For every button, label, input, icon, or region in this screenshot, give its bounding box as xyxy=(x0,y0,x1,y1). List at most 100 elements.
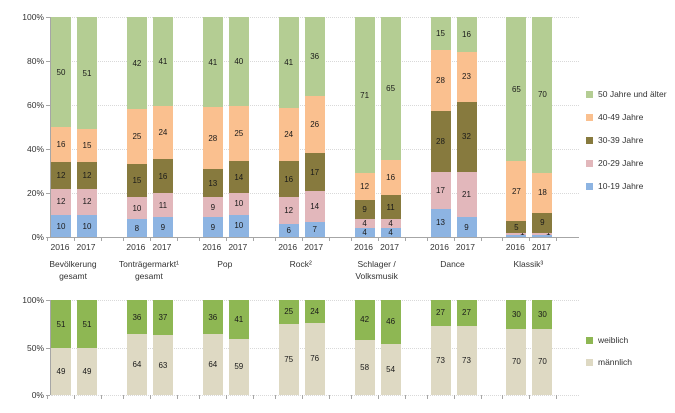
x-axis-tick xyxy=(198,237,200,241)
bar-segment xyxy=(380,160,401,196)
bar-2016: 75 25 xyxy=(278,300,299,395)
year-label: 2017 xyxy=(76,242,96,252)
bar-value-label: 12 xyxy=(56,170,66,180)
bar-segment xyxy=(278,197,299,224)
bar-value-label: 49 xyxy=(56,367,66,377)
x-axis-tick xyxy=(274,395,276,399)
x-axis-tick xyxy=(502,237,504,241)
x-axis-tick xyxy=(453,237,455,241)
x-axis-tick xyxy=(225,395,227,399)
bar-value-label: 36 xyxy=(310,52,320,62)
bar-segment xyxy=(152,17,173,107)
year-label: 2017 xyxy=(531,242,551,252)
x-axis-tick xyxy=(176,395,178,399)
bar-value-label: 70 xyxy=(511,357,521,367)
bar-value-label: 9 xyxy=(540,218,545,228)
bar-segment xyxy=(304,190,325,222)
legend-label: weiblich xyxy=(598,335,629,345)
bar-value-label: 28 xyxy=(436,75,445,85)
bar-2016: 4 4 9 12 71 xyxy=(354,17,375,237)
bar-value-label: 4 xyxy=(388,228,393,238)
category-label: Schlager / xyxy=(357,259,396,269)
bar-2016: 49 51 xyxy=(51,300,71,395)
bar-value-label: 36 xyxy=(132,312,142,322)
x-axis-tick xyxy=(274,237,276,241)
bar-segment xyxy=(506,234,527,237)
year-label: 2017 xyxy=(304,242,324,252)
year-label: 2016 xyxy=(505,242,525,252)
y-axis-tick-label: 80% xyxy=(26,56,44,66)
y-axis-tick-label: 50% xyxy=(26,342,44,353)
legend-swatch xyxy=(586,113,593,121)
bar-value-label: 37 xyxy=(158,313,168,323)
x-axis-tick xyxy=(328,395,330,399)
legend-item: männlich xyxy=(586,356,632,368)
bar-2016: 13 17 28 28 15 xyxy=(430,17,451,237)
bar-value-label: 63 xyxy=(158,360,168,370)
bar-2016: 8 10 15 25 42 xyxy=(126,17,147,237)
legend-swatch xyxy=(586,159,593,167)
bar-value-label: 4 xyxy=(362,219,367,229)
bar-value-label: 21 xyxy=(462,190,471,200)
x-axis-tick xyxy=(529,237,531,241)
bar-value-label: 73 xyxy=(462,355,471,365)
x-axis-tick xyxy=(47,237,48,241)
x-axis-tick xyxy=(301,395,303,399)
bar-value-label: 12 xyxy=(56,197,66,207)
bar-value-label: 51 xyxy=(56,319,66,329)
bar-value-label: 73 xyxy=(436,355,445,365)
bar-segment xyxy=(532,300,553,329)
year-label: 2017 xyxy=(228,242,248,252)
bar-segment xyxy=(51,215,71,237)
year-label: 2016 xyxy=(50,242,70,252)
y-axis-tick xyxy=(46,149,50,150)
bar-segment xyxy=(202,17,223,108)
bar-segment xyxy=(456,17,477,52)
y-axis-tick xyxy=(46,347,50,349)
bar-value-label: 9 xyxy=(210,222,216,232)
x-axis-tick xyxy=(426,237,428,241)
bar-segment xyxy=(202,300,223,335)
bar-value-label: 75 xyxy=(284,354,294,364)
bar-segment xyxy=(430,17,451,50)
bar-segment xyxy=(506,17,527,162)
bar-value-label: 13 xyxy=(436,218,445,228)
bar-value-label: 10 xyxy=(234,221,244,231)
bar-2017: 49 51 xyxy=(77,300,97,395)
bar-value-label: 15 xyxy=(436,28,445,38)
bar-segment xyxy=(51,127,71,163)
y-axis-tick xyxy=(46,61,50,62)
legend-item: 50 Jahre und älter xyxy=(586,88,667,100)
bar-segment xyxy=(77,17,97,130)
bar-value-label: 4 xyxy=(362,228,367,238)
bar-value-label: 41 xyxy=(284,58,294,68)
bar-segment xyxy=(380,228,401,237)
bar-segment xyxy=(354,17,375,174)
bar-value-label: 58 xyxy=(360,362,370,372)
bar-value-label: 12 xyxy=(82,170,92,180)
bar-segment xyxy=(532,232,553,235)
bar-value-label: 4 xyxy=(388,219,393,229)
x-axis-tick xyxy=(225,237,227,241)
bar-segment xyxy=(456,171,477,218)
bar-segment xyxy=(380,195,401,220)
x-axis-tick xyxy=(453,395,455,399)
bar-segment xyxy=(77,215,97,237)
bar-value-label: 36 xyxy=(208,312,218,322)
x-axis-tick xyxy=(328,237,330,241)
bar-segment xyxy=(228,192,249,215)
bar-value-label: 51 xyxy=(82,68,92,78)
bar-segment xyxy=(228,161,249,193)
year-label: 2017 xyxy=(380,242,400,252)
bar-value-label: 54 xyxy=(386,364,396,374)
legend-label: männlich xyxy=(598,357,633,367)
bar-segment xyxy=(77,188,97,215)
bar-segment xyxy=(456,300,477,326)
category-label: gesamt xyxy=(134,271,163,281)
x-axis-tick xyxy=(404,237,406,241)
bar-segment xyxy=(430,171,451,209)
bar-value-label: 11 xyxy=(386,202,395,212)
x-axis-tick xyxy=(122,395,124,399)
bar-value-label: 30 xyxy=(511,309,521,319)
bar-segment xyxy=(51,348,71,395)
